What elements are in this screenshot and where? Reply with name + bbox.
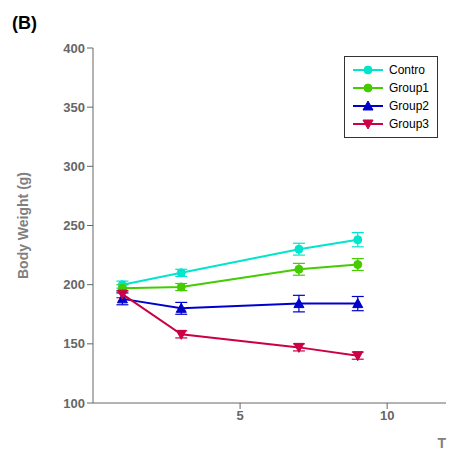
svg-text:100: 100 xyxy=(63,396,85,411)
svg-text:T: T xyxy=(437,435,446,451)
svg-text:200: 200 xyxy=(63,277,85,292)
html-text:Group2: Group2 xyxy=(389,99,429,113)
html-text:(B): (B) xyxy=(12,13,37,33)
html-text:Group3: Group3 xyxy=(389,117,429,131)
svg-text:5: 5 xyxy=(236,408,243,423)
svg-text:150: 150 xyxy=(63,336,85,351)
svg-text:10: 10 xyxy=(380,408,394,423)
svg-text:400: 400 xyxy=(63,41,85,56)
svg-text:Body Weight (g): Body Weight (g) xyxy=(15,172,31,279)
html-text:Group1: Group1 xyxy=(389,81,429,95)
html-text:Contro: Contro xyxy=(389,63,425,77)
svg-text:350: 350 xyxy=(63,100,85,115)
svg-text:250: 250 xyxy=(63,218,85,233)
svg-text:300: 300 xyxy=(63,159,85,174)
